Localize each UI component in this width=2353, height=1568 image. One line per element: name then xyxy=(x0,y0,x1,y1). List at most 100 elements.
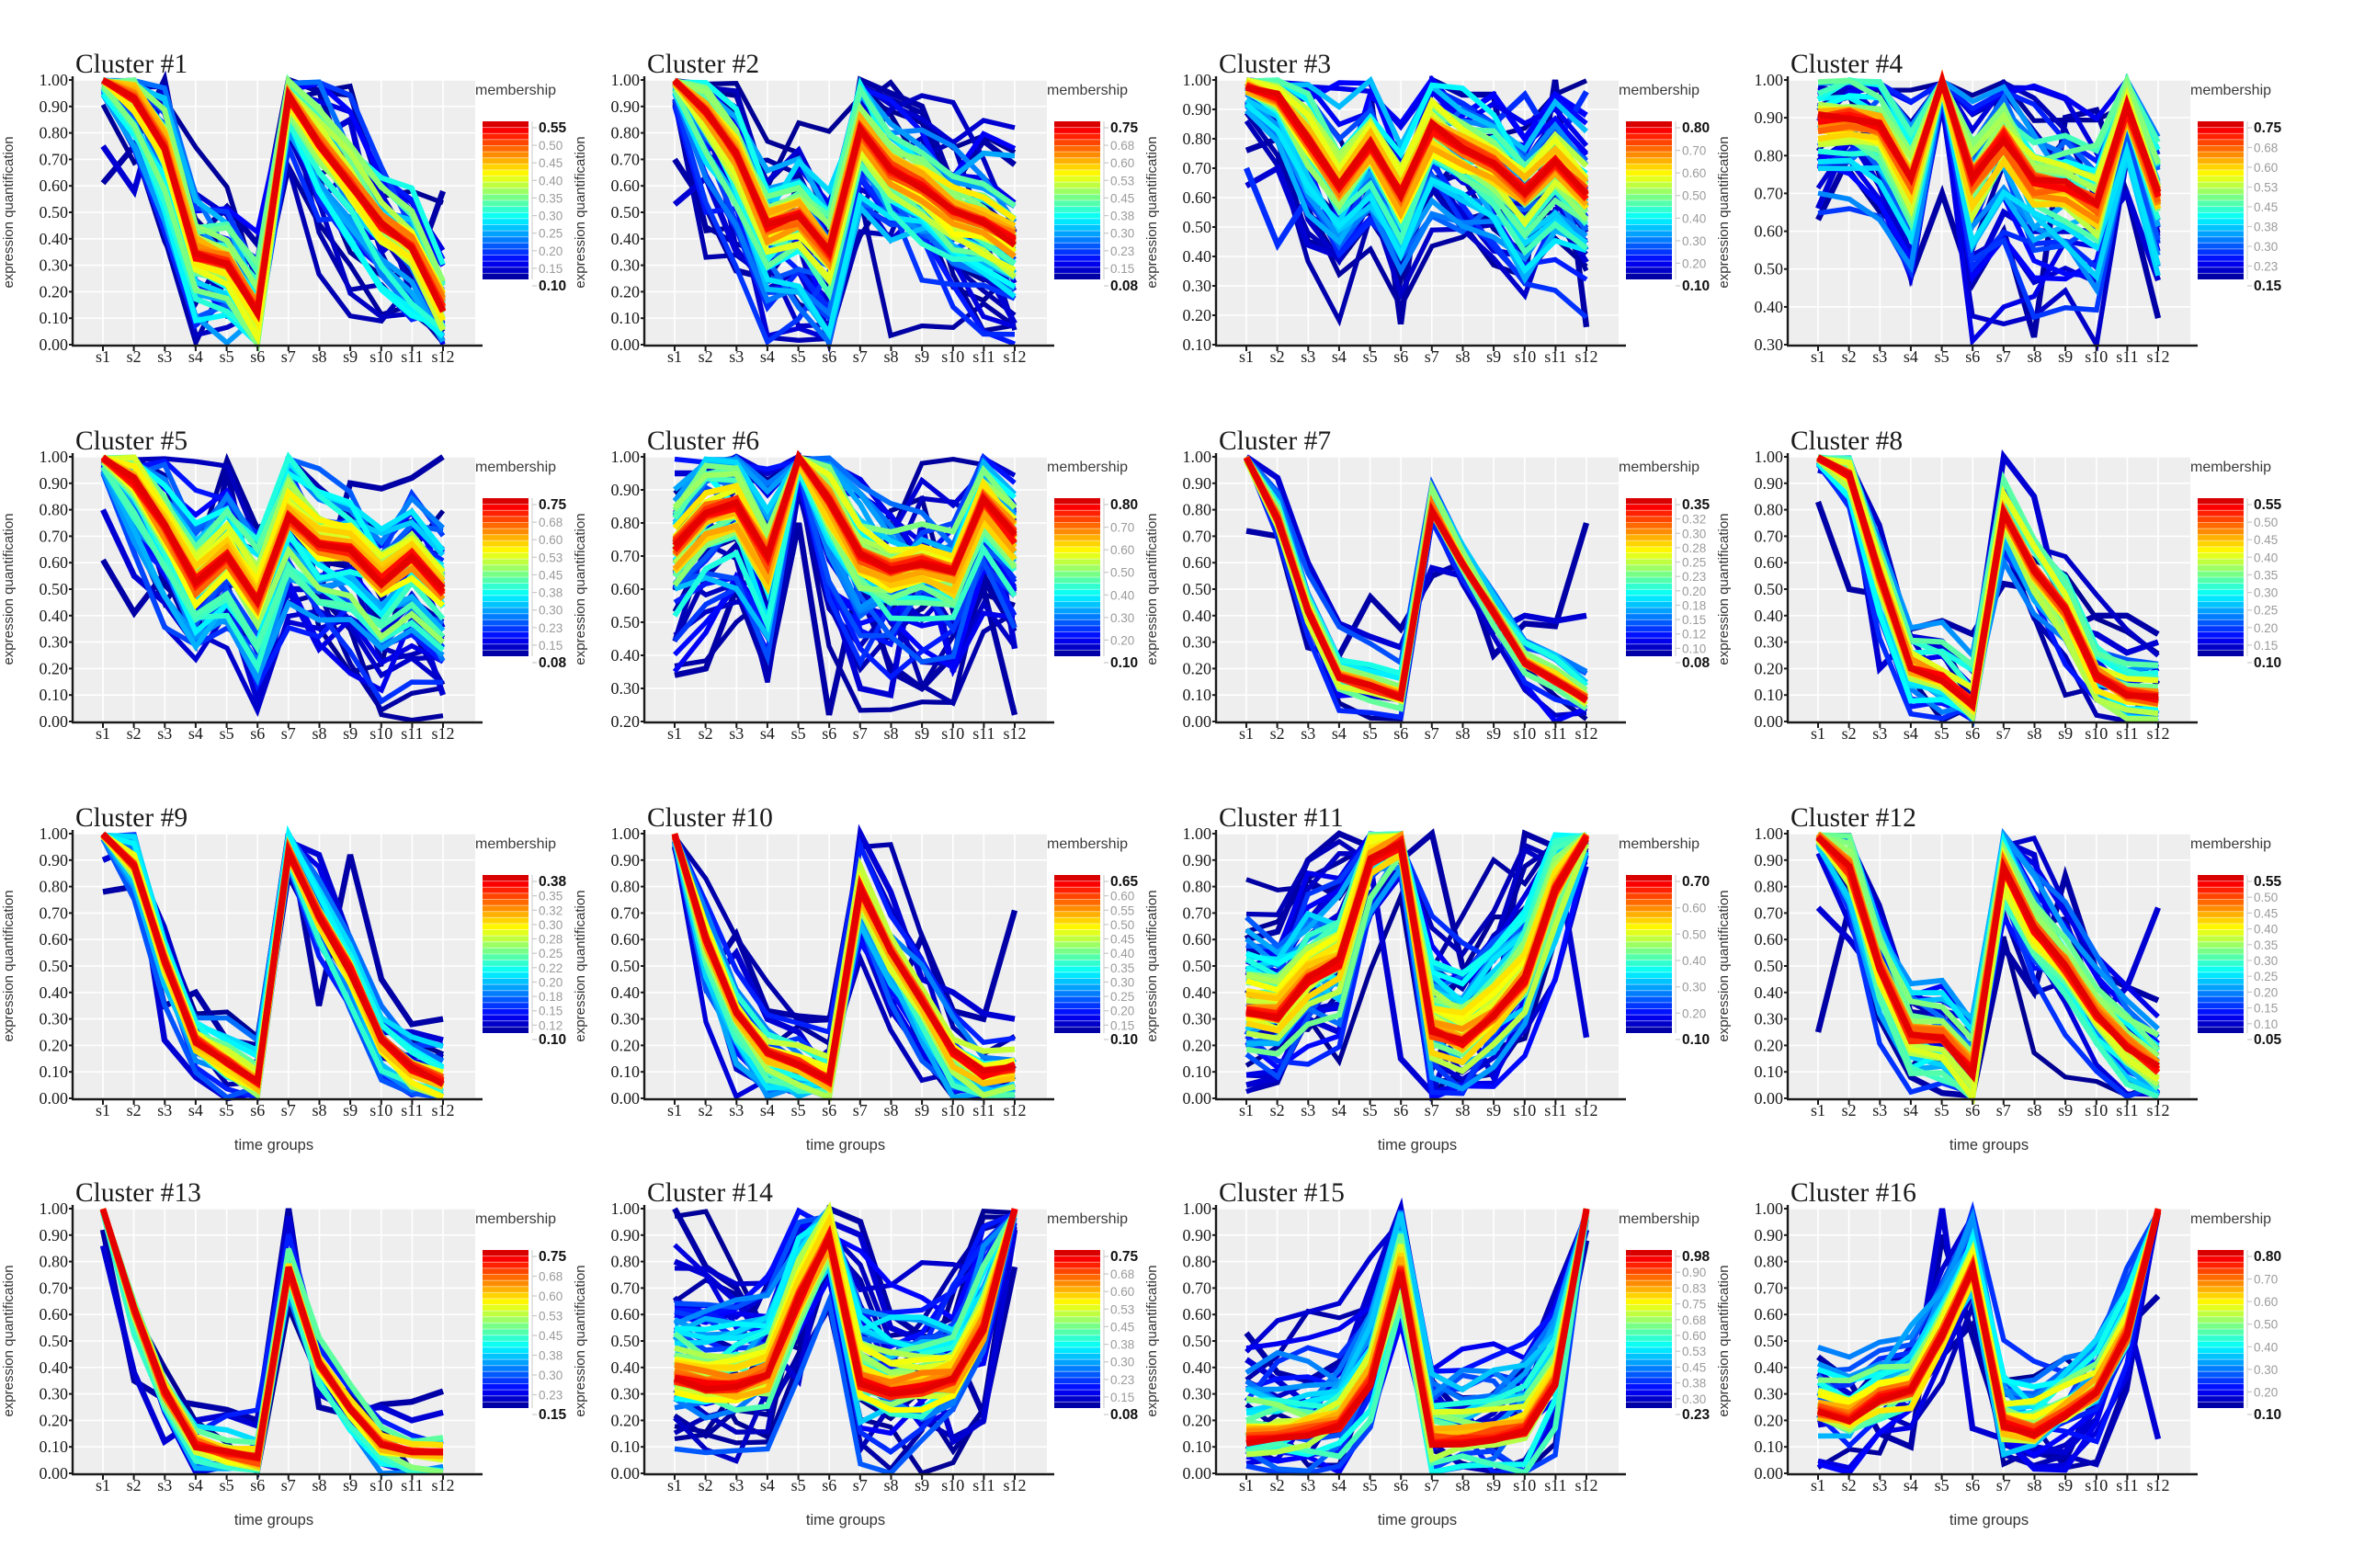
svg-text:0.32: 0.32 xyxy=(539,903,563,917)
svg-text:s12: s12 xyxy=(1574,724,1597,743)
svg-text:1.00: 1.00 xyxy=(1755,71,1784,89)
svg-text:1.00: 1.00 xyxy=(1755,824,1784,843)
svg-text:s9: s9 xyxy=(1486,347,1501,366)
svg-text:s2: s2 xyxy=(1270,724,1285,743)
svg-text:s12: s12 xyxy=(1003,1101,1026,1119)
svg-text:0.70: 0.70 xyxy=(40,150,69,168)
svg-text:s7: s7 xyxy=(281,347,296,366)
svg-text:0.60: 0.60 xyxy=(40,176,69,195)
svg-text:s11: s11 xyxy=(972,347,995,366)
svg-text:s12: s12 xyxy=(1574,347,1597,366)
svg-text:0.08: 0.08 xyxy=(539,655,567,671)
svg-text:s11: s11 xyxy=(972,724,995,743)
svg-text:0.70: 0.70 xyxy=(40,903,69,922)
svg-text:0.75: 0.75 xyxy=(2254,120,2282,136)
svg-text:membership: membership xyxy=(1619,460,1699,475)
svg-text:0.90: 0.90 xyxy=(1682,1266,1706,1279)
svg-text:0.40: 0.40 xyxy=(611,230,641,248)
svg-text:0.70: 0.70 xyxy=(611,547,641,565)
svg-text:0.20: 0.20 xyxy=(1183,659,1212,677)
svg-text:s1: s1 xyxy=(1811,724,1825,743)
svg-text:0.80: 0.80 xyxy=(1755,146,1784,165)
svg-text:0.25: 0.25 xyxy=(539,227,563,241)
svg-text:0.25: 0.25 xyxy=(1682,556,1706,570)
svg-text:0.68: 0.68 xyxy=(539,516,563,529)
svg-text:expression quantification: expression quantification xyxy=(1144,136,1160,288)
svg-text:0.30: 0.30 xyxy=(2254,1363,2278,1377)
svg-text:0.90: 0.90 xyxy=(1183,474,1212,493)
svg-text:0.80: 0.80 xyxy=(40,1253,69,1271)
svg-text:0.60: 0.60 xyxy=(539,1290,563,1303)
svg-text:0.30: 0.30 xyxy=(1110,1356,1134,1369)
svg-text:0.40: 0.40 xyxy=(1755,607,1784,625)
svg-text:s6: s6 xyxy=(250,347,265,366)
svg-text:s5: s5 xyxy=(1935,1476,1949,1494)
svg-text:s3: s3 xyxy=(729,347,744,366)
svg-text:s6: s6 xyxy=(250,1101,265,1119)
svg-text:0.40: 0.40 xyxy=(611,646,641,665)
svg-text:membership: membership xyxy=(1619,83,1699,98)
svg-text:0.30: 0.30 xyxy=(2254,954,2278,968)
svg-text:s8: s8 xyxy=(1455,1101,1470,1119)
svg-text:0.40: 0.40 xyxy=(2254,551,2278,564)
svg-text:0.60: 0.60 xyxy=(1183,553,1212,572)
svg-text:0.20: 0.20 xyxy=(611,1411,641,1429)
svg-text:time groups: time groups xyxy=(234,1512,313,1528)
svg-text:expression quantification: expression quantification xyxy=(573,513,588,665)
svg-text:s8: s8 xyxy=(883,724,898,743)
svg-text:0.68: 0.68 xyxy=(539,1270,563,1284)
svg-text:Cluster #9: Cluster #9 xyxy=(75,803,188,833)
svg-text:s3: s3 xyxy=(157,1101,172,1119)
svg-text:s11: s11 xyxy=(401,1101,423,1119)
svg-text:0.50: 0.50 xyxy=(2254,1318,2278,1332)
svg-text:0.40: 0.40 xyxy=(1183,247,1212,266)
svg-text:0.53: 0.53 xyxy=(1110,1302,1134,1316)
svg-text:0.20: 0.20 xyxy=(1755,1411,1784,1429)
svg-text:0.60: 0.60 xyxy=(1183,1305,1212,1324)
svg-text:0.53: 0.53 xyxy=(539,551,563,564)
svg-text:s9: s9 xyxy=(1486,1476,1501,1494)
svg-text:0.00: 0.00 xyxy=(611,1464,641,1483)
svg-text:0.90: 0.90 xyxy=(1183,1226,1212,1244)
svg-text:s12: s12 xyxy=(2146,724,2169,743)
svg-text:s2: s2 xyxy=(127,1476,142,1494)
svg-text:membership: membership xyxy=(2190,1211,2271,1227)
svg-text:0.00: 0.00 xyxy=(1755,1464,1784,1483)
svg-text:0.50: 0.50 xyxy=(611,613,641,631)
svg-text:0.00: 0.00 xyxy=(611,1089,641,1108)
svg-text:0.60: 0.60 xyxy=(1183,930,1212,949)
svg-text:s4: s4 xyxy=(1332,724,1347,743)
svg-text:0.70: 0.70 xyxy=(611,1278,641,1297)
svg-text:s2: s2 xyxy=(699,724,713,743)
svg-text:s5: s5 xyxy=(1363,1476,1378,1494)
svg-text:s3: s3 xyxy=(157,347,172,366)
svg-text:1.00: 1.00 xyxy=(40,71,69,89)
svg-text:0.00: 0.00 xyxy=(40,1464,69,1483)
svg-text:s8: s8 xyxy=(883,347,898,366)
svg-text:s1: s1 xyxy=(667,1101,682,1119)
svg-text:0.30: 0.30 xyxy=(539,1369,563,1382)
svg-text:0.90: 0.90 xyxy=(1755,108,1784,127)
svg-text:0.53: 0.53 xyxy=(539,1310,563,1324)
svg-text:0.10: 0.10 xyxy=(611,1437,641,1456)
svg-text:s6: s6 xyxy=(822,347,836,366)
svg-text:s12: s12 xyxy=(2146,1101,2169,1119)
svg-text:s11: s11 xyxy=(972,1476,995,1494)
svg-text:expression quantification: expression quantification xyxy=(1,890,17,1041)
svg-text:s2: s2 xyxy=(127,1101,142,1119)
svg-text:0.20: 0.20 xyxy=(2254,621,2278,635)
svg-text:s2: s2 xyxy=(1842,347,1857,366)
svg-text:s1: s1 xyxy=(96,1101,110,1119)
svg-text:s12: s12 xyxy=(431,1101,454,1119)
svg-text:s9: s9 xyxy=(1486,724,1501,743)
svg-text:membership: membership xyxy=(475,460,556,475)
svg-text:s1: s1 xyxy=(1239,724,1254,743)
svg-text:0.75: 0.75 xyxy=(539,497,567,513)
svg-text:0.55: 0.55 xyxy=(2254,874,2282,890)
svg-text:0.40: 0.40 xyxy=(2254,1340,2278,1354)
svg-text:0.30: 0.30 xyxy=(1183,1385,1212,1403)
svg-text:0.20: 0.20 xyxy=(1110,1005,1134,1018)
svg-text:0.60: 0.60 xyxy=(611,580,641,598)
svg-text:s8: s8 xyxy=(312,1476,326,1494)
svg-text:s5: s5 xyxy=(791,1101,806,1119)
